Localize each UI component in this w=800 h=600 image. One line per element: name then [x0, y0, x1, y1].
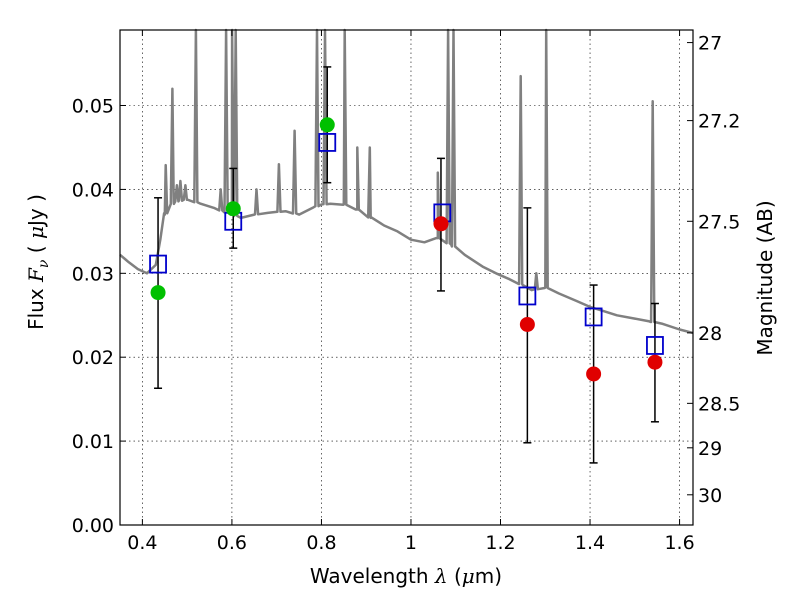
x-tick-label-4: 1.2 [485, 532, 515, 554]
observed-red-point-1 [519, 316, 535, 332]
x-tick-label-3: 1 [405, 532, 417, 554]
y-tick-label-5: 0.05 [72, 96, 114, 118]
model-spectrum [119, 28, 694, 335]
observed-green-point-0 [150, 285, 166, 301]
plot-frame [119, 29, 694, 526]
axis-ticks: 0.4 0.6 0.8 1 1.2 1.4 1.6 0.00 0.01 0.02 0.03 0.04 0… [72, 30, 740, 554]
x-tick-label-6: 1.6 [664, 532, 694, 554]
right-tick-label-0: 27 [698, 33, 722, 55]
observed-red-point-3 [647, 354, 663, 370]
right-tick-label-4: 28.5 [698, 393, 740, 415]
grid [120, 30, 693, 525]
x-tick-label-5: 1.4 [575, 532, 605, 554]
y-tick-label-1: 0.01 [72, 431, 114, 453]
y-tick-label-3: 0.03 [72, 263, 114, 285]
observed-red-point-2 [586, 366, 602, 382]
model-spectrum-line [119, 28, 694, 335]
right-axis-label: Magnitude (AB) [753, 200, 777, 355]
x-axis-label: Wavelength λ (μm) [310, 564, 502, 588]
y-tick-label-2: 0.02 [72, 347, 114, 369]
right-tick-label-1: 27.2 [698, 111, 740, 133]
x-tick-label-0: 0.4 [127, 532, 157, 554]
model-band-square-2 [318, 133, 337, 152]
model-band-square-4 [518, 286, 537, 306]
data-points [149, 66, 664, 464]
x-tick-label-2: 0.8 [306, 532, 336, 554]
right-tick-label-3: 28 [698, 323, 722, 345]
model-band-square-6 [646, 336, 664, 355]
y-tick-label-0: 0.00 [72, 515, 114, 537]
x-tick-label-1: 0.6 [217, 532, 247, 554]
observed-green-point-1 [225, 201, 241, 217]
y-axis-label: Flux Fν ( μJy ) [24, 194, 52, 330]
right-tick-label-6: 30 [698, 485, 722, 507]
observed-red-point-0 [433, 216, 449, 232]
right-tick-label-2: 27.5 [698, 211, 740, 233]
model-band-square-0 [149, 254, 167, 274]
right-tick-label-5: 29 [698, 438, 722, 460]
observed-green-point-2 [319, 117, 335, 133]
model-band-square-5 [584, 307, 603, 327]
y-tick-label-4: 0.04 [72, 179, 114, 201]
